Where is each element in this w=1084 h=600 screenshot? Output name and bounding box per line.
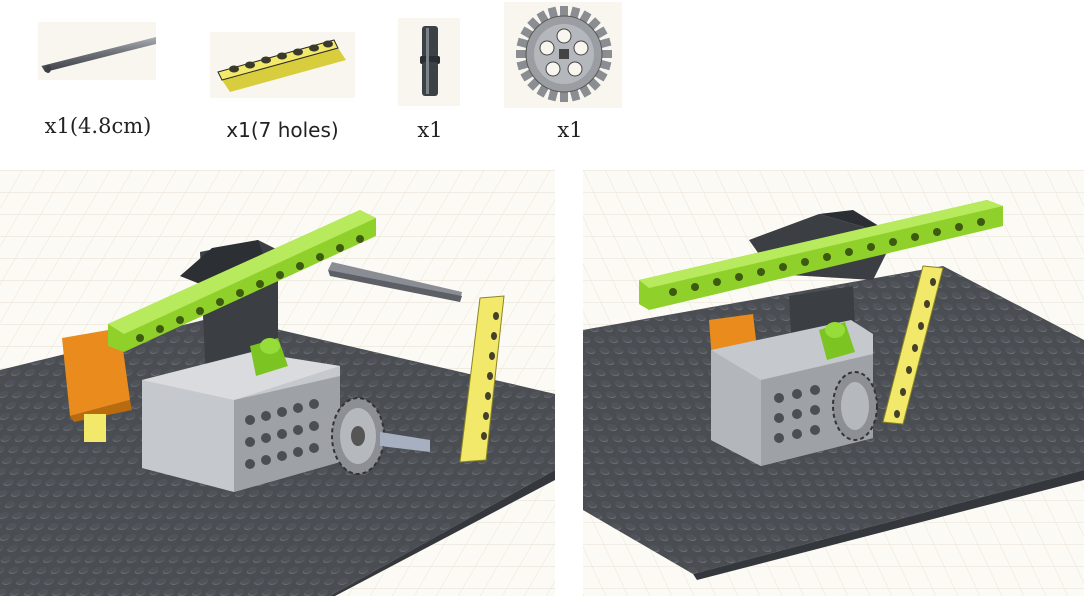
assembly-view-side [583, 170, 1084, 596]
beam-caption: x1(7 holes) [226, 118, 339, 142]
gear-part-image [504, 2, 622, 108]
gear-caption: x1 [557, 118, 583, 142]
assembly-view-front [0, 170, 555, 596]
axle-caption: x1(4.8cm) [44, 114, 152, 138]
pin-part-image [398, 18, 460, 106]
beam-part-image [210, 32, 355, 98]
pin-caption: x1 [417, 118, 443, 142]
axle-part-image [38, 22, 172, 80]
